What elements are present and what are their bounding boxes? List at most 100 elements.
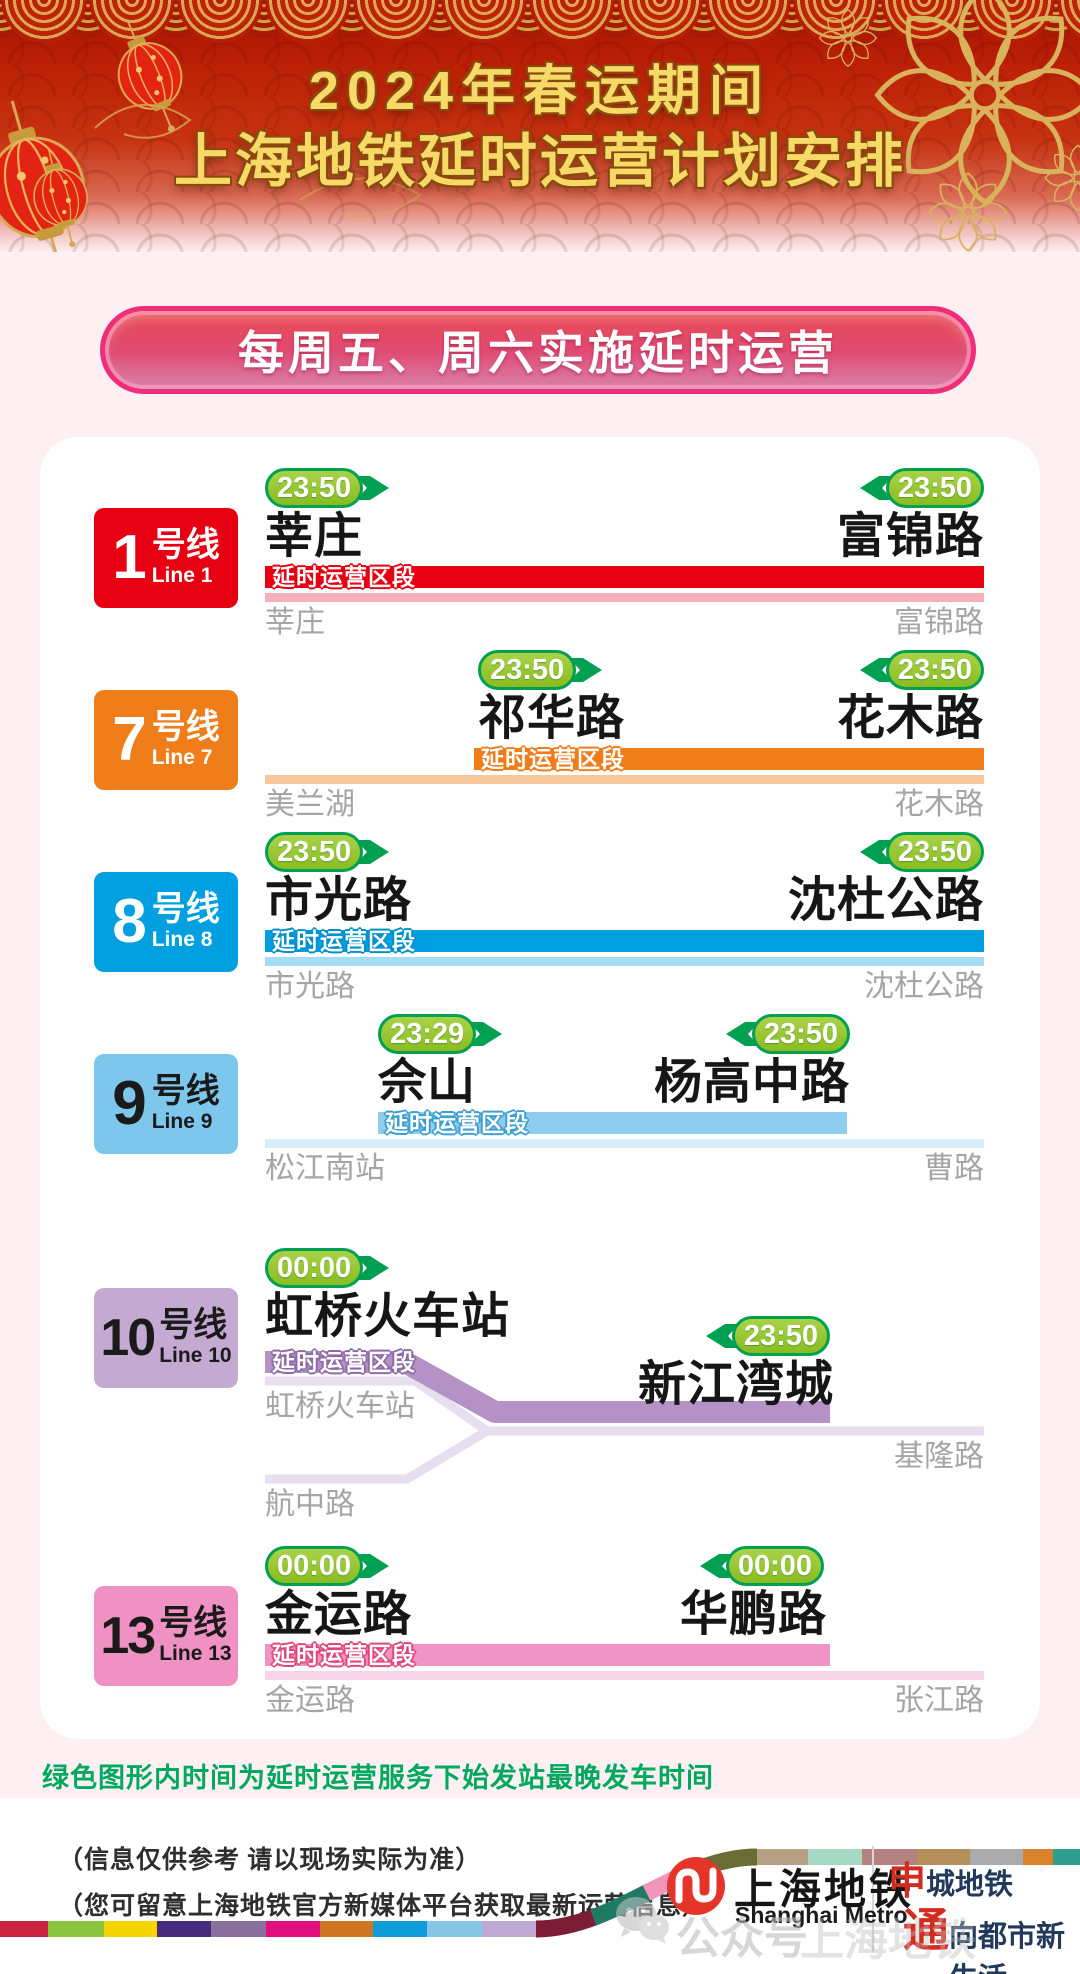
full-line-bar <box>265 1671 984 1680</box>
arrow-left-icon <box>725 1022 759 1046</box>
line-terminus-left: 松江南站 <box>265 1152 385 1185</box>
poster-title-line1: 2024年春运期间 <box>308 61 772 121</box>
metro-logo-en: Shanghai Metro <box>735 1902 908 1928</box>
line-number: 10 <box>100 1309 156 1367</box>
arrow-right-icon <box>356 1256 390 1280</box>
shanghai-metro-logo-icon <box>667 1857 725 1915</box>
time-value: 23:29 <box>378 1014 477 1054</box>
time-value: 23:50 <box>478 650 577 690</box>
departure-time-pill: 23:50 <box>478 650 605 690</box>
poster-title-line2: 上海地铁延时运营计划安排 <box>173 129 906 194</box>
line-terminus-right: 基隆路 <box>894 1440 984 1473</box>
time-value: 00:00 <box>725 1546 824 1586</box>
time-value: 00:00 <box>265 1248 364 1288</box>
line-suffix: 号线 <box>151 708 220 747</box>
time-value: 23:50 <box>731 1316 830 1356</box>
segment-start-station: 金运路 <box>265 1588 413 1641</box>
time-value: 23:50 <box>885 832 984 872</box>
extended-segment-bar <box>265 1644 830 1666</box>
arrow-left-icon <box>859 476 893 500</box>
line-name-en: Line 10 <box>159 1343 232 1367</box>
slogan-accent-char: 通 <box>903 1904 949 1956</box>
departure-time-pill: 23:50 <box>723 1014 850 1054</box>
metro-logo-cn: 上海地铁 <box>734 1866 915 1913</box>
arrow-left-icon <box>859 840 893 864</box>
departure-time-pill: 23:50 <box>265 832 392 872</box>
time-value: 23:50 <box>885 650 984 690</box>
line-number: 8 <box>112 887 147 956</box>
departure-time-pill: 23:50 <box>857 650 984 690</box>
segment-start-station: 佘山 <box>378 1056 477 1109</box>
segment-label: 延时运营区段 <box>385 1110 529 1136</box>
slogan-text: 城地铁 <box>926 1869 1014 1901</box>
segment-end-station: 新江湾城 <box>637 1358 834 1411</box>
departure-time-pill: 23:29 <box>378 1014 505 1054</box>
line-terminus-right: 曹路 <box>924 1152 984 1185</box>
departure-time-pill: 23:50 <box>857 468 984 508</box>
line-number: 13 <box>100 1607 156 1665</box>
full-line-bar <box>265 1139 984 1148</box>
departure-time-pill: 23:50 <box>703 1316 830 1356</box>
line-name-en: Line 7 <box>151 745 213 769</box>
segment-label: 延时运营区段 <box>272 1349 416 1375</box>
time-value: 23:50 <box>265 468 364 508</box>
segment-end-station: 华鹏路 <box>679 1588 827 1641</box>
wechat-icon <box>616 1897 669 1944</box>
extended-segment-bar <box>474 748 984 770</box>
line-name-en: Line 8 <box>151 927 213 951</box>
line-10-branch-diagram <box>265 1351 984 1484</box>
segment-end-station: 沈杜公路 <box>787 874 984 927</box>
line-terminus-right: 富锦路 <box>894 606 984 639</box>
line-1-badge: 1 号线 Line 1 <box>94 508 238 608</box>
segment-start-station: 虹桥火车站 <box>265 1290 511 1343</box>
watermark-label: 公众号 <box>676 1914 808 1963</box>
metro-lines-ribbon <box>0 1848 1080 1938</box>
line-terminus-left: 虹桥火车站 <box>265 1390 415 1423</box>
watermark-text: 上海地铁 <box>800 1916 976 1965</box>
time-value: 23:50 <box>265 832 364 872</box>
full-line-bar <box>265 957 984 966</box>
line-terminus-right: 花木路 <box>894 788 984 821</box>
line-terminus-left: 莘庄 <box>265 606 325 639</box>
line-8-badge: 8 号线 Line 8 <box>94 872 238 972</box>
line-name-en: Line 1 <box>151 563 213 587</box>
line-name-en: Line 9 <box>151 1109 213 1133</box>
segment-start-station: 市光路 <box>265 874 413 927</box>
line-terminus-right: 沈杜公路 <box>864 970 984 1003</box>
schedule-banner: 每周五、周六实施延时运营 <box>100 306 976 394</box>
footer <box>0 1798 1080 1974</box>
slogan-line1: 申 城地铁 <box>888 1850 1013 1905</box>
time-value: 00:00 <box>265 1546 364 1586</box>
line-suffix: 号线 <box>151 1072 220 1111</box>
arrow-left-icon <box>705 1324 739 1348</box>
line-13-badge: 13 号线 Line 13 <box>94 1586 238 1686</box>
extended-segment-bar <box>265 930 984 952</box>
slogan-text: 向都市新生活 <box>949 1921 1066 1974</box>
slogan-accent-char: 申 <box>888 1861 927 1903</box>
arrow-right-icon <box>356 476 390 500</box>
segment-end-station: 杨高中路 <box>653 1056 850 1109</box>
line-terminus-left: 金运路 <box>265 1684 355 1717</box>
line-terminus-right: 张江路 <box>894 1684 984 1717</box>
arrow-left-icon <box>699 1554 733 1578</box>
line-name-en: Line 13 <box>159 1641 232 1665</box>
segment-start-station: 祁华路 <box>478 692 626 745</box>
line-suffix: 号线 <box>151 526 220 565</box>
departure-time-pill: 23:50 <box>265 468 392 508</box>
schedule-banner-text: 每周五、周六实施延时运营 <box>238 327 838 379</box>
arrow-right-icon <box>569 658 603 682</box>
line-7-badge: 7 号线 Line 7 <box>94 690 238 790</box>
departure-time-pill: 00:00 <box>265 1248 392 1288</box>
line-9-badge: 9 号线 Line 9 <box>94 1054 238 1154</box>
line-number: 1 <box>112 523 147 592</box>
line-10-badge: 10 号线 Line 10 <box>94 1288 238 1388</box>
full-line-bar <box>265 775 984 784</box>
departure-time-pill: 00:00 <box>697 1546 824 1586</box>
header: 2024年春运期间 上海地铁延时运营计划安排 <box>0 0 1080 252</box>
segment-end-station: 花木路 <box>836 692 984 745</box>
line-suffix: 号线 <box>159 1306 228 1345</box>
segment-label: 延时运营区段 <box>272 1642 416 1668</box>
green-time-note: 绿色图形内时间为延时运营服务下始发站最晚发车时间 <box>42 1763 714 1793</box>
disclaimer-line1: （信息仅供参考 请以现场实际为准） <box>58 1847 482 1874</box>
slogan-line2: 通 向都市新生活 <box>903 1894 1080 1974</box>
